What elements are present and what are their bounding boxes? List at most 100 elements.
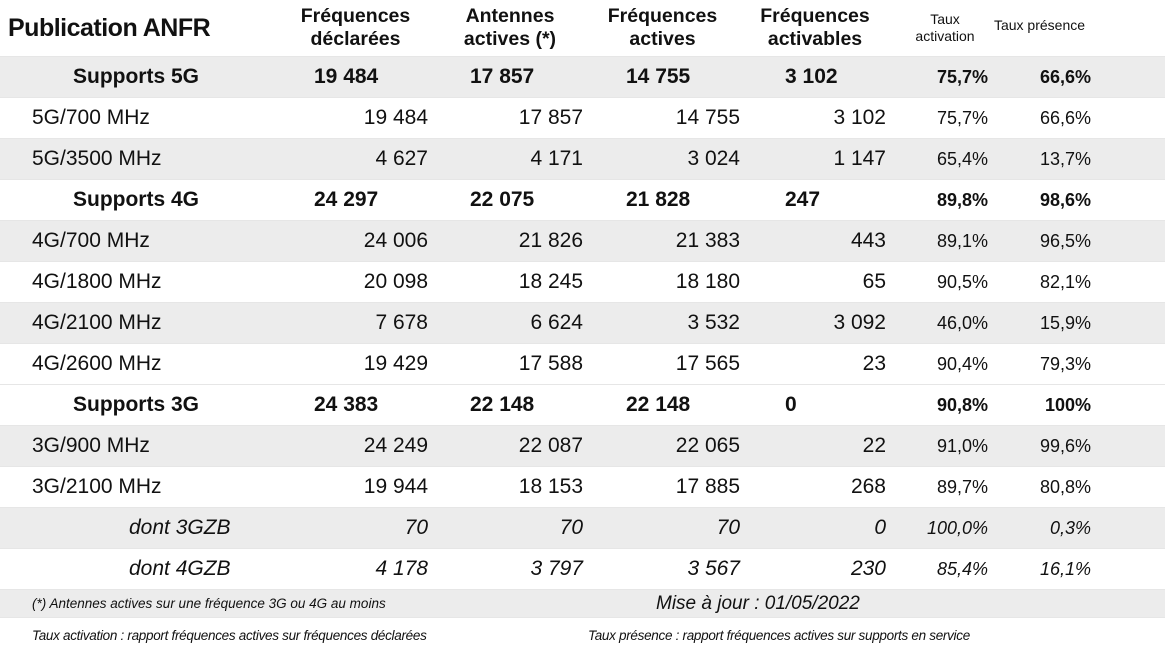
header-taux-activation: Taux activation [915, 11, 975, 44]
value-frequences-declarees: 20 098 [363, 270, 428, 293]
header-frequences-actives: Fréquences actives [607, 5, 718, 50]
value-antennes-actives: 18 245 [518, 270, 583, 293]
value-antennes-actives: 18 153 [518, 475, 583, 498]
row-label: 5G/3500 MHz [32, 147, 162, 170]
summary-row: Supports 3G 24 383 22 148 22 148 0 90,8% 100% [0, 384, 1165, 425]
table-row: 4G/2100 MHz 7 678 6 624 3 532 3 092 46,0% 15,9… [0, 302, 1165, 343]
value-frequences-actives: 3 567 [687, 557, 740, 580]
header-taux-presence: Taux présence [993, 17, 1086, 33]
footnote-antennes: (*) Antennes actives sur une fréquence 3… [32, 596, 386, 611]
value-antennes-actives: 21 826 [518, 229, 583, 252]
value-taux-activation: 91,0% [936, 436, 988, 456]
summary-row: Supports 5G 19 484 17 857 14 755 3 102 75,7% 6… [0, 56, 1165, 97]
table-row: 5G/700 MHz 19 484 17 857 14 755 3 102 75,7% 66… [0, 97, 1165, 138]
table-header: Publication ANFR Fréquences déclarées Ant… [0, 0, 1165, 56]
row-label: 4G/2100 MHz [32, 311, 162, 334]
value-taux-activation: 89,1% [936, 231, 988, 251]
value-frequences-actives: 22 148 [626, 393, 691, 416]
value-frequences-activables: 0 [785, 393, 797, 416]
value-taux-activation: 100,0% [926, 518, 988, 538]
table-row: 4G/700 MHz 24 006 21 826 21 383 443 89,1% 96,5… [0, 220, 1165, 261]
value-antennes-actives: 4 171 [530, 147, 583, 170]
value-frequences-activables: 22 [862, 434, 886, 457]
table-row: 3G/900 MHz 24 249 22 087 22 065 22 91,0% 99,6% [0, 425, 1165, 466]
row-label: Supports 5G [72, 65, 199, 88]
value-antennes-actives: 17 588 [518, 352, 583, 375]
value-frequences-actives: 70 [716, 516, 740, 539]
value-frequences-actives: 17 565 [675, 352, 740, 375]
value-taux-presence: 15,9% [1039, 313, 1091, 333]
value-frequences-declarees: 19 944 [363, 475, 428, 498]
value-taux-presence: 0,3% [1049, 518, 1091, 538]
value-taux-presence: 80,8% [1039, 477, 1091, 497]
value-taux-presence: 98,6% [1039, 190, 1091, 210]
row-label: Supports 4G [72, 188, 199, 211]
header-frequences-activables: Fréquences activables [760, 5, 870, 50]
value-frequences-activables: 268 [850, 475, 886, 498]
value-frequences-declarees: 70 [404, 516, 428, 539]
value-frequences-activables: 23 [862, 352, 886, 375]
row-label: dont 3GZB [129, 516, 231, 539]
row-label: 3G/900 MHz [32, 434, 150, 457]
value-frequences-actives: 22 065 [675, 434, 740, 457]
value-taux-presence: 82,1% [1039, 272, 1091, 292]
value-taux-presence: 16,1% [1039, 559, 1091, 579]
row-label: dont 4GZB [129, 557, 231, 580]
value-frequences-activables: 65 [862, 270, 886, 293]
value-taux-activation: 90,4% [936, 354, 988, 374]
summary-row: Supports 4G 24 297 22 075 21 828 247 89,8% 98,… [0, 179, 1165, 220]
value-frequences-declarees: 24 006 [363, 229, 428, 252]
value-taux-activation: 65,4% [936, 149, 988, 169]
value-taux-presence: 13,7% [1039, 149, 1091, 169]
row-label: 4G/700 MHz [32, 229, 150, 252]
value-frequences-activables: 1 147 [833, 147, 886, 170]
value-taux-presence: 96,5% [1039, 231, 1091, 251]
value-taux-activation: 85,4% [936, 559, 988, 579]
value-frequences-actives: 18 180 [675, 270, 740, 293]
value-frequences-actives: 14 755 [675, 106, 740, 129]
value-frequences-activables: 443 [850, 229, 886, 252]
value-frequences-actives: 21 828 [626, 188, 691, 211]
table-row: 4G/2600 MHz 19 429 17 588 17 565 23 90,4% 79,3… [0, 343, 1165, 384]
value-antennes-actives: 17 857 [518, 106, 583, 129]
table-row: dont 3GZB 70 70 70 0 100,0% 0,3% [0, 507, 1165, 548]
value-frequences-declarees: 24 249 [363, 434, 428, 457]
update-date: Mise à jour : 01/05/2022 [656, 593, 860, 614]
value-frequences-declarees: 7 678 [375, 311, 428, 334]
value-frequences-actives: 14 755 [626, 65, 691, 88]
row-label: 3G/2100 MHz [32, 475, 162, 498]
table-row: dont 4GZB 4 178 3 797 3 567 230 85,4% 16,1% [0, 548, 1165, 589]
value-antennes-actives: 22 075 [470, 188, 535, 211]
page-title: Publication ANFR [8, 13, 211, 42]
value-frequences-activables: 230 [850, 557, 886, 580]
value-frequences-actives: 17 885 [675, 475, 740, 498]
value-taux-presence: 79,3% [1039, 354, 1091, 374]
value-taux-presence: 99,6% [1039, 436, 1091, 456]
footer-row-1: (*) Antennes actives sur une fréquence 3… [0, 589, 1165, 617]
table-row: 5G/3500 MHz 4 627 4 171 3 024 1 147 65,4% 13,7… [0, 138, 1165, 179]
row-label: Supports 3G [72, 393, 199, 416]
value-frequences-actives: 21 383 [675, 229, 740, 252]
value-taux-activation: 90,5% [936, 272, 988, 292]
value-taux-activation: 89,7% [936, 477, 988, 497]
value-antennes-actives: 70 [559, 516, 583, 539]
value-frequences-actives: 3 024 [687, 147, 740, 170]
value-taux-presence: 66,6% [1039, 108, 1091, 128]
value-antennes-actives: 17 857 [470, 65, 535, 88]
value-taux-presence: 66,6% [1039, 67, 1091, 87]
value-antennes-actives: 22 087 [518, 434, 583, 457]
definition-taux-presence: Taux présence : rapport fréquences activ… [588, 628, 970, 643]
row-label: 5G/700 MHz [32, 106, 150, 129]
value-frequences-activables: 3 102 [785, 65, 838, 88]
value-frequences-declarees: 19 484 [314, 65, 379, 88]
value-frequences-activables: 3 102 [833, 106, 886, 129]
value-antennes-actives: 6 624 [530, 311, 583, 334]
table-body: Supports 5G 19 484 17 857 14 755 3 102 75,7% 6… [0, 56, 1165, 589]
row-label: 4G/1800 MHz [32, 270, 162, 293]
value-frequences-declarees: 4 178 [375, 557, 428, 580]
value-frequences-activables: 3 092 [833, 311, 886, 334]
header-frequences-declarees: Fréquences déclarées [300, 5, 411, 50]
value-taux-activation: 75,7% [936, 108, 988, 128]
value-antennes-actives: 3 797 [530, 557, 583, 580]
